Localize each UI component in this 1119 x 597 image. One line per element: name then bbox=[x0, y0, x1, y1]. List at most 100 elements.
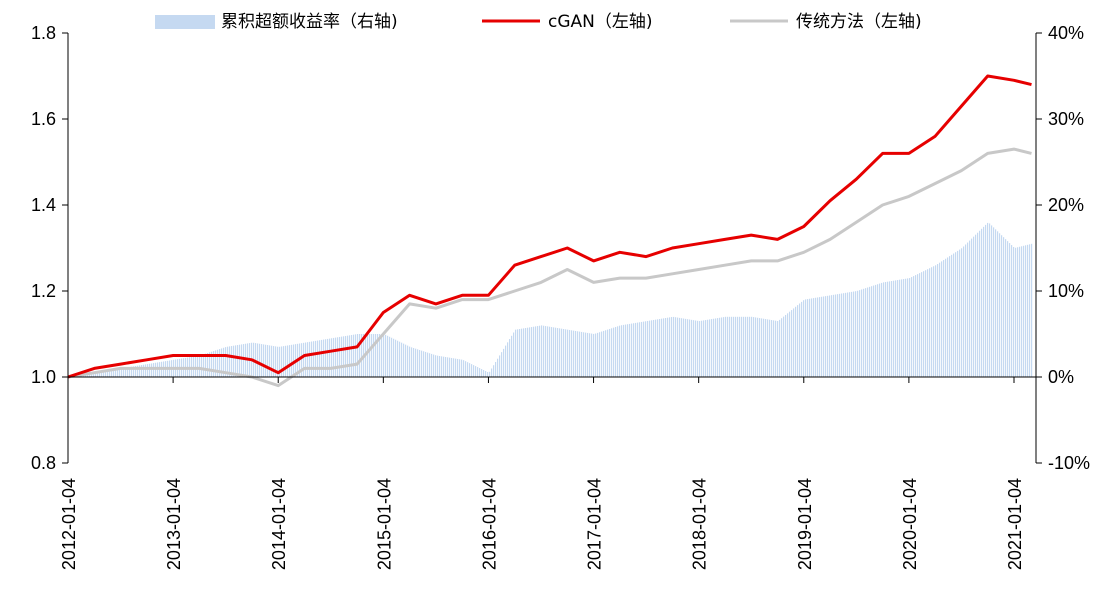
excess-return-bar bbox=[809, 298, 811, 377]
excess-return-bar bbox=[111, 369, 113, 377]
excess-return-bar bbox=[307, 342, 309, 377]
left-tick-label: 0.8 bbox=[31, 453, 56, 473]
excess-return-bar bbox=[457, 358, 459, 377]
excess-return-bar bbox=[243, 344, 245, 377]
excess-return-bar bbox=[525, 328, 527, 377]
excess-return-bar bbox=[555, 327, 557, 377]
excess-return-bar bbox=[921, 272, 923, 377]
excess-return-bar bbox=[121, 368, 123, 377]
excess-return-bar bbox=[577, 331, 579, 377]
excess-return-bar bbox=[931, 267, 933, 377]
excess-return-bar bbox=[661, 318, 663, 377]
excess-return-bar bbox=[129, 367, 131, 377]
excess-return-bar bbox=[101, 371, 103, 377]
excess-return-bar bbox=[109, 370, 111, 377]
excess-return-bar bbox=[693, 320, 695, 377]
excess-return-bar bbox=[213, 351, 215, 377]
excess-return-bar bbox=[639, 322, 641, 377]
excess-return-bar bbox=[417, 349, 419, 377]
right-tick-label: 40% bbox=[1048, 23, 1084, 43]
right-tick-label: -10% bbox=[1048, 453, 1090, 473]
excess-return-bar bbox=[361, 334, 363, 377]
x-tick-label: 2021-01-04 bbox=[1005, 478, 1025, 570]
excess-return-bar bbox=[635, 322, 637, 377]
excess-return-bar bbox=[1013, 247, 1015, 377]
excess-return-bar bbox=[267, 345, 269, 377]
excess-return-bar bbox=[463, 360, 465, 377]
excess-return-bar bbox=[699, 321, 701, 377]
excess-return-bar bbox=[535, 326, 537, 377]
excess-return-bar bbox=[205, 353, 207, 377]
excess-return-bar bbox=[637, 322, 639, 377]
excess-return-bar bbox=[283, 346, 285, 377]
excess-return-bar bbox=[749, 316, 751, 377]
excess-return-bar bbox=[585, 332, 587, 377]
excess-return-bar bbox=[929, 268, 931, 377]
excess-return-bar bbox=[821, 296, 823, 377]
excess-return-bar bbox=[915, 275, 917, 377]
excess-return-bar bbox=[413, 348, 415, 377]
excess-return-bar bbox=[1017, 247, 1019, 377]
excess-return-bar bbox=[491, 368, 493, 377]
excess-return-bar bbox=[941, 261, 943, 377]
excess-return-bar bbox=[883, 282, 885, 377]
x-tick-label: 2014-01-04 bbox=[269, 478, 289, 570]
excess-return-bar bbox=[721, 317, 723, 377]
excess-return-bar bbox=[1007, 241, 1009, 377]
excess-return-bar bbox=[875, 284, 877, 377]
excess-return-bar bbox=[403, 343, 405, 377]
excess-return-bar bbox=[607, 329, 609, 377]
excess-return-bar bbox=[1023, 245, 1025, 377]
excess-return-bar bbox=[681, 318, 683, 377]
excess-return-bar bbox=[529, 327, 531, 377]
excess-return-bar bbox=[481, 369, 483, 377]
excess-return-bar bbox=[319, 340, 321, 377]
excess-return-bar bbox=[147, 364, 149, 377]
excess-return-bar bbox=[391, 337, 393, 377]
excess-return-bar bbox=[427, 352, 429, 377]
excess-return-bar bbox=[857, 290, 859, 377]
excess-return-bar bbox=[455, 358, 457, 377]
excess-return-bar bbox=[337, 337, 339, 377]
excess-return-bar bbox=[559, 328, 561, 377]
excess-return-bar bbox=[395, 339, 397, 377]
excess-return-bar bbox=[623, 324, 625, 377]
excess-return-bar bbox=[119, 368, 121, 377]
left-tick-label: 1.2 bbox=[31, 281, 56, 301]
excess-return-bar bbox=[1027, 244, 1029, 377]
x-tick-label: 2018-01-04 bbox=[690, 478, 710, 570]
excess-return-bar bbox=[981, 228, 983, 377]
excess-return-bar bbox=[311, 341, 313, 377]
left-tick-label: 1.0 bbox=[31, 367, 56, 387]
excess-return-bar bbox=[563, 329, 565, 377]
excess-return-bar bbox=[513, 332, 515, 377]
excess-return-bar bbox=[519, 329, 521, 377]
excess-return-bar bbox=[697, 320, 699, 377]
excess-return-bar bbox=[115, 369, 117, 377]
excess-return-bar bbox=[943, 260, 945, 377]
excess-return-bar bbox=[665, 318, 667, 377]
excess-return-bar bbox=[599, 332, 601, 377]
excess-return-bar bbox=[597, 332, 599, 377]
excess-return-bar bbox=[103, 371, 105, 377]
excess-return-bar bbox=[959, 249, 961, 377]
excess-return-bar bbox=[279, 346, 281, 377]
excess-return-bar bbox=[787, 313, 789, 377]
excess-return-bar bbox=[881, 282, 883, 377]
excess-return-bar bbox=[341, 336, 343, 377]
excess-return-bar bbox=[217, 349, 219, 377]
excess-return-bar bbox=[99, 371, 101, 377]
excess-return-bar bbox=[955, 252, 957, 377]
excess-return-bar bbox=[419, 349, 421, 377]
excess-return-bar bbox=[575, 330, 577, 377]
cgan-line bbox=[67, 74, 1032, 379]
excess-return-bar bbox=[645, 321, 647, 377]
excess-return-bar bbox=[327, 338, 329, 377]
excess-return-bar bbox=[933, 266, 935, 377]
excess-return-bar bbox=[963, 246, 965, 377]
excess-return-bar bbox=[633, 323, 635, 377]
excess-return-bar bbox=[803, 300, 805, 377]
x-tick-label: 2019-01-04 bbox=[795, 478, 815, 570]
excess-return-bar bbox=[473, 365, 475, 377]
excess-return-bar bbox=[399, 341, 401, 377]
